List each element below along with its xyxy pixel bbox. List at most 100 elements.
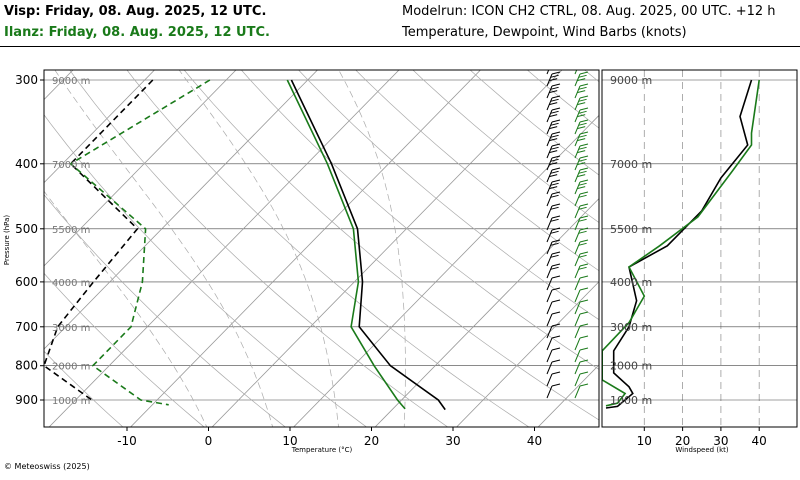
- dry-adiabat: [44, 272, 205, 427]
- dry-adiabat: [44, 194, 286, 427]
- dry-adiabat: [69, 70, 449, 427]
- wind-height-label: 7000 m: [610, 158, 652, 171]
- wind-barb: [546, 253, 553, 267]
- moist-adiabat: [54, 70, 274, 427]
- wind-barb: [546, 145, 553, 159]
- wind-barb: [574, 217, 581, 231]
- wind-barb-flag: [551, 287, 561, 291]
- wind-axes: 9000 m 7000 m 5500 m 4000 m 3000 m 2000 m 1000…: [610, 74, 767, 454]
- wind-barb-flag: [579, 383, 589, 387]
- wind-barb: [574, 133, 581, 147]
- wind-barb-flag: [551, 119, 561, 123]
- wind-barb-flag: [551, 311, 561, 315]
- wind-barb-flag: [578, 182, 587, 186]
- wind-barb-flag: [550, 182, 559, 186]
- wind-barb: [546, 313, 553, 327]
- wind-barb-flag: [579, 335, 589, 339]
- wind-barb: [546, 265, 553, 279]
- wind-barb-flag: [550, 242, 559, 246]
- wind-barb: [574, 73, 581, 87]
- wind-barb-flag: [551, 215, 561, 219]
- wind-barb-flag: [579, 63, 587, 65]
- wind-barb: [546, 70, 550, 75]
- wind-barb-flag: [579, 359, 589, 363]
- wind-barb-flag: [578, 230, 587, 234]
- wind-barb: [574, 205, 581, 219]
- dry-adiabat: [355, 70, 599, 272]
- wind-height-label: 3000 m: [610, 321, 652, 334]
- wind-barb-flag: [551, 131, 561, 135]
- wind-barb-flag: [578, 206, 587, 210]
- wind-barb-flag: [579, 83, 589, 87]
- wind-barb-flag: [551, 323, 561, 327]
- wind-barb-flag: [551, 191, 561, 195]
- params-title: Temperature, Dewpoint, Wind Barbs (knots…: [402, 25, 687, 40]
- wind-barb: [546, 349, 553, 363]
- wind-grid: [602, 70, 797, 427]
- wind-barb-flag: [549, 114, 558, 118]
- dewpoint-line-ilanz: [69, 79, 211, 406]
- wind-barb: [574, 313, 581, 327]
- wind-x-tick-label: 30: [713, 434, 728, 448]
- wind-barb-flag: [579, 71, 589, 75]
- wind-height-label: 1000 m: [610, 394, 652, 407]
- wind-barb: [546, 205, 553, 219]
- wind-barb-flag: [577, 126, 586, 130]
- wind-barb-flag: [551, 95, 561, 99]
- y-tick-label: 300: [15, 73, 38, 87]
- wind-barb-flag: [577, 114, 586, 118]
- skewt-grid: [44, 70, 599, 427]
- moist-adiabat: [338, 70, 406, 427]
- moist-adiabat: [178, 70, 339, 427]
- skewt-axes: 9000 m 7000 m 5500 m 4000 m 3000 m 2000 m 1000…: [3, 73, 542, 454]
- wind-barb-flag: [578, 218, 587, 222]
- wind-barb: [546, 73, 553, 87]
- wind-barb-flag: [551, 263, 561, 267]
- wind-barb-flag: [549, 162, 558, 166]
- wind-barb-flag: [549, 102, 558, 106]
- wind-barb: [574, 193, 581, 207]
- wind-barb-flag: [577, 90, 586, 94]
- wind-barb-flag: [579, 287, 589, 291]
- wind-barb: [574, 169, 581, 183]
- wind-barb-flag: [549, 150, 558, 154]
- x-tick-label: 10: [282, 434, 297, 448]
- wind-barb-flag: [579, 275, 589, 279]
- wind-barb-flag: [579, 347, 589, 351]
- wind-barb: [574, 70, 578, 75]
- wind-barb-flag: [551, 71, 561, 75]
- wind-x-axis-label: Windspeed (kt): [675, 446, 728, 454]
- dry-adiabat: [298, 70, 599, 321]
- wind-barb: [574, 265, 581, 279]
- wind-barb: [574, 181, 581, 195]
- dry-adiabat: [44, 114, 368, 427]
- y-tick-label: 700: [15, 320, 38, 334]
- wind-barb-flag: [579, 215, 589, 219]
- wind-barb-flag: [551, 63, 559, 65]
- wind-barb-flag: [550, 98, 559, 102]
- wind-barb-flag: [579, 179, 589, 183]
- dry-adiabat: [44, 350, 124, 427]
- wind-barb-flag: [551, 383, 561, 387]
- y-axis-label: Pressure (hPa): [3, 215, 11, 265]
- wind-barb-flag: [551, 359, 561, 363]
- wind-barb-flag: [550, 218, 559, 222]
- isotherm-line: [211, 70, 563, 427]
- wind-barb-flag: [578, 146, 587, 150]
- wind-barb: [546, 157, 553, 171]
- wind-barb-flag: [550, 206, 559, 210]
- wind-x-tick-label: 40: [752, 434, 767, 448]
- wind-barb-flag: [578, 170, 587, 174]
- dry-adiabat: [469, 70, 599, 176]
- wind-barbs: [546, 63, 589, 399]
- wind-barb-flag: [579, 203, 589, 207]
- wind-barb-flag: [550, 266, 559, 270]
- wind-barb: [574, 385, 581, 399]
- wind-barb-flag: [579, 311, 589, 315]
- wind-barb: [546, 193, 553, 207]
- wind-barb-flag: [577, 78, 586, 82]
- skewt-series: [44, 79, 446, 411]
- wind-barb-flag: [551, 83, 561, 87]
- height-label: 3000 m: [52, 323, 90, 334]
